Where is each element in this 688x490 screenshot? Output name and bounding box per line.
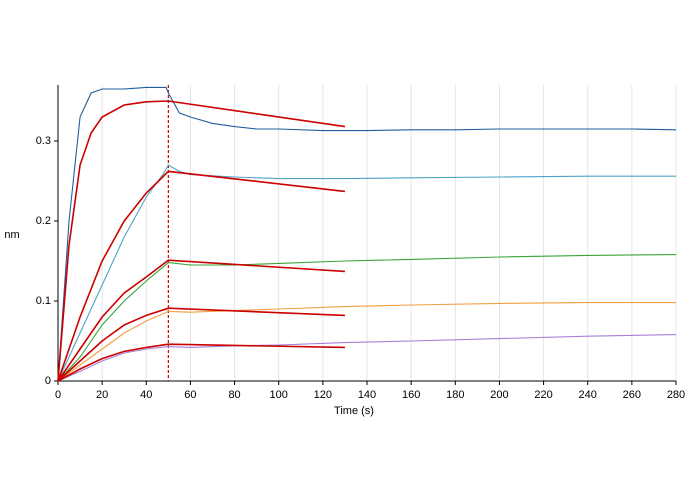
x-tick-label: 240 — [579, 389, 597, 401]
y-tick-label: 0 — [45, 375, 51, 387]
y-tick-label: 0.1 — [36, 295, 51, 307]
series-line — [57, 170, 346, 382]
series-line — [57, 302, 676, 382]
series-line — [57, 334, 677, 382]
x-axis-label: Time (s) — [334, 405, 374, 417]
x-tick-label: 100 — [270, 389, 288, 401]
series-line — [57, 259, 345, 382]
x-tick-label: 260 — [623, 389, 641, 401]
x-tick-label: 60 — [184, 389, 196, 401]
series-line — [57, 254, 677, 382]
x-tick-label: 20 — [96, 389, 108, 401]
x-tick-label: 0 — [55, 389, 61, 401]
x-tick-label: 160 — [402, 389, 420, 401]
series-line — [57, 86, 677, 382]
x-tick-label: 140 — [358, 389, 376, 401]
series-line — [57, 343, 345, 382]
series-line — [57, 307, 345, 382]
y-axis-label: nm — [4, 229, 19, 241]
x-tick-label: 200 — [490, 389, 508, 401]
y-tick-label: 0.2 — [36, 215, 51, 227]
x-tick-label: 180 — [446, 389, 464, 401]
x-tick-label: 120 — [314, 389, 332, 401]
y-tick-label: 0.3 — [36, 135, 51, 147]
x-tick-label: 220 — [534, 389, 552, 401]
series-line — [57, 100, 346, 382]
x-tick-label: 280 — [667, 389, 685, 401]
x-tick-label: 80 — [228, 389, 240, 401]
x-tick-label: 40 — [140, 389, 152, 401]
